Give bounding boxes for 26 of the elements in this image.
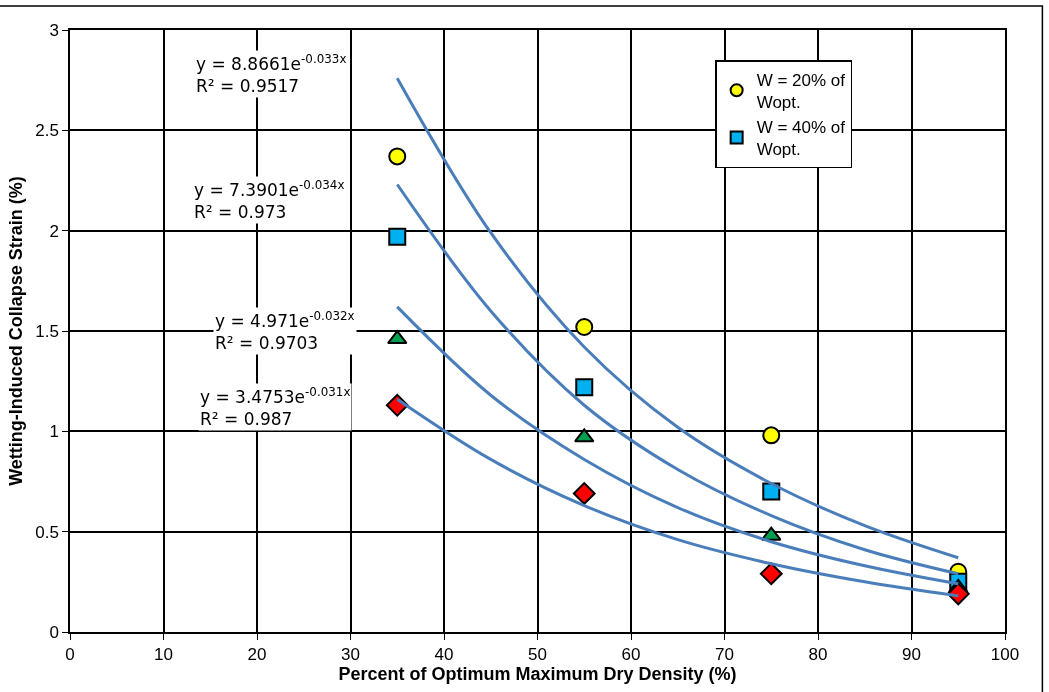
- y-tick-label: 1.5: [35, 321, 59, 341]
- text: y = 3.4753e$^{-0.031x}$ R² = 0.987: [200, 385, 351, 430]
- x-tick-label: 60: [621, 645, 641, 665]
- x-tick-label: 90: [902, 645, 921, 665]
- annotation: y = 8.8661e$^{-0.033x}$ R² = 0.9517: [196, 52, 347, 97]
- x-tick-label: 30: [341, 645, 360, 665]
- y-axis-title: Wetting-Induced Collapse Strain (%): [5, 176, 26, 486]
- x-tick-label: 100: [990, 645, 1020, 665]
- y-tick-label: 2: [49, 221, 59, 241]
- text: y = 7.3901e$^{-0.034x}$ R² = 0.973: [194, 178, 345, 223]
- y-tick-label: 1: [49, 422, 59, 442]
- x-tick-label: 0: [65, 645, 75, 665]
- y-tick-label: 3: [49, 20, 59, 40]
- x-tick-label: 40: [434, 645, 454, 665]
- x-axis-title: Percent of Optimum Maximum Dry Density (%): [338, 664, 737, 685]
- legend-label: W = 20% of Wopt.: [756, 70, 846, 112]
- y-tick-label: 2.5: [35, 121, 59, 141]
- y-tick-label: 0: [49, 622, 59, 642]
- x-tick-label: 50: [528, 645, 547, 665]
- y-tick-label: 0.5: [35, 522, 59, 542]
- legend-label: W = 40% of Wopt.: [756, 117, 846, 160]
- annotation: y = 4.971e$^{-0.032x}$ R² = 0.9703: [215, 309, 355, 354]
- x-tick-label: 70: [715, 645, 734, 665]
- x-tick-label: 80: [808, 645, 828, 665]
- x-tick-label: 10: [154, 645, 173, 665]
- x-tick-label: 20: [247, 645, 267, 665]
